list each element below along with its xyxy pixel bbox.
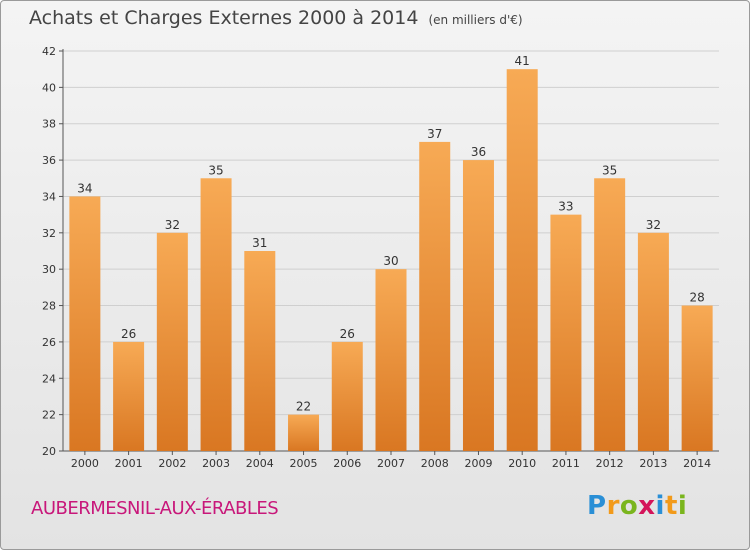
y-tick-label: 28 [42,300,56,313]
bar-2008 [419,141,451,451]
value-label-2010: 41 [515,54,530,68]
x-tick-label-2007: 2007 [377,457,405,470]
logo-letter: o [619,491,639,521]
x-tick-label-2013: 2013 [639,457,667,470]
logo-letter: r [606,491,620,521]
x-tick-label-2010: 2010 [508,457,536,470]
x-tick-label-2001: 2001 [115,457,143,470]
y-tick-label: 26 [42,336,56,349]
logo-letter: t [664,491,678,521]
value-label-2011: 33 [558,200,573,214]
bar-2001 [113,341,145,451]
bar-2002 [156,232,188,451]
bar-2012 [594,178,626,452]
bar-2013 [637,232,669,451]
x-tick-label-2005: 2005 [290,457,318,470]
y-tick-label: 38 [42,118,56,131]
x-tick-label-2014: 2014 [683,457,711,470]
bar-2007 [375,269,407,451]
value-label-2001: 26 [121,327,136,341]
value-label-2014: 28 [689,291,704,305]
axes: 20 22 24 26 28 30 32 34 36 38 40 42 2000 2001 2002 2003… [42,45,719,470]
x-tick-label-2009: 2009 [464,457,492,470]
value-label-2003: 35 [208,163,223,177]
bar-2004 [244,251,276,451]
logo-letter: P [587,491,607,521]
value-label-2005: 22 [296,400,311,414]
y-tick-label: 20 [42,445,56,458]
value-label-2008: 37 [427,127,442,141]
value-label-2002: 32 [165,218,180,232]
value-label-2000: 34 [77,181,92,195]
value-label-2009: 36 [471,145,486,159]
value-label-2004: 31 [252,236,267,250]
value-label-2013: 32 [646,218,661,232]
proxiti-logo: Proxiti [587,491,687,521]
x-tick-label-2000: 2000 [71,457,99,470]
x-tick-label-2002: 2002 [158,457,186,470]
logo-letter: i [655,491,665,521]
chart-title-block: Achats et Charges Externes 2000 à 2014 (e… [29,7,523,29]
y-tick-label: 22 [42,409,56,422]
bar-2009 [462,160,494,451]
logo-letter: x [638,491,656,521]
x-tick-label-2011: 2011 [552,457,580,470]
bar-2011 [550,214,582,451]
y-tick-label: 42 [42,45,56,58]
commune-name: AUBERMESNIL-AUX-ÉRABLES [31,498,279,519]
bar-2006 [331,341,363,451]
value-label-2006: 26 [340,327,355,341]
value-label-2007: 30 [383,254,398,268]
x-tick-label-2003: 2003 [202,457,230,470]
bar-2003 [200,178,232,452]
bar-2005 [288,414,320,451]
y-tick-label: 30 [42,263,56,276]
logo-letter: i [677,491,688,521]
value-label-2012: 35 [602,163,617,177]
x-tick-label-2006: 2006 [333,457,361,470]
x-tick-label-2012: 2012 [596,457,624,470]
y-tick-label: 34 [42,190,56,203]
value-labels: 34 26 32 35 31 22 26 30 37 36 41 33 35 32 28 [77,54,705,413]
y-tick-label: 32 [42,227,56,240]
bar-2010 [506,69,538,451]
bars [69,69,713,452]
y-tick-label: 24 [42,372,56,385]
bar-2014 [681,305,713,451]
x-tick-label-2008: 2008 [421,457,449,470]
y-tick-label: 40 [42,81,56,94]
x-tick-label-2004: 2004 [246,457,274,470]
chart-title: Achats et Charges Externes 2000 à 2014 [29,7,419,29]
bar-2000 [69,196,101,451]
y-tick-label: 36 [42,154,56,167]
chart-subtitle: (en milliers d'€) [428,13,523,27]
